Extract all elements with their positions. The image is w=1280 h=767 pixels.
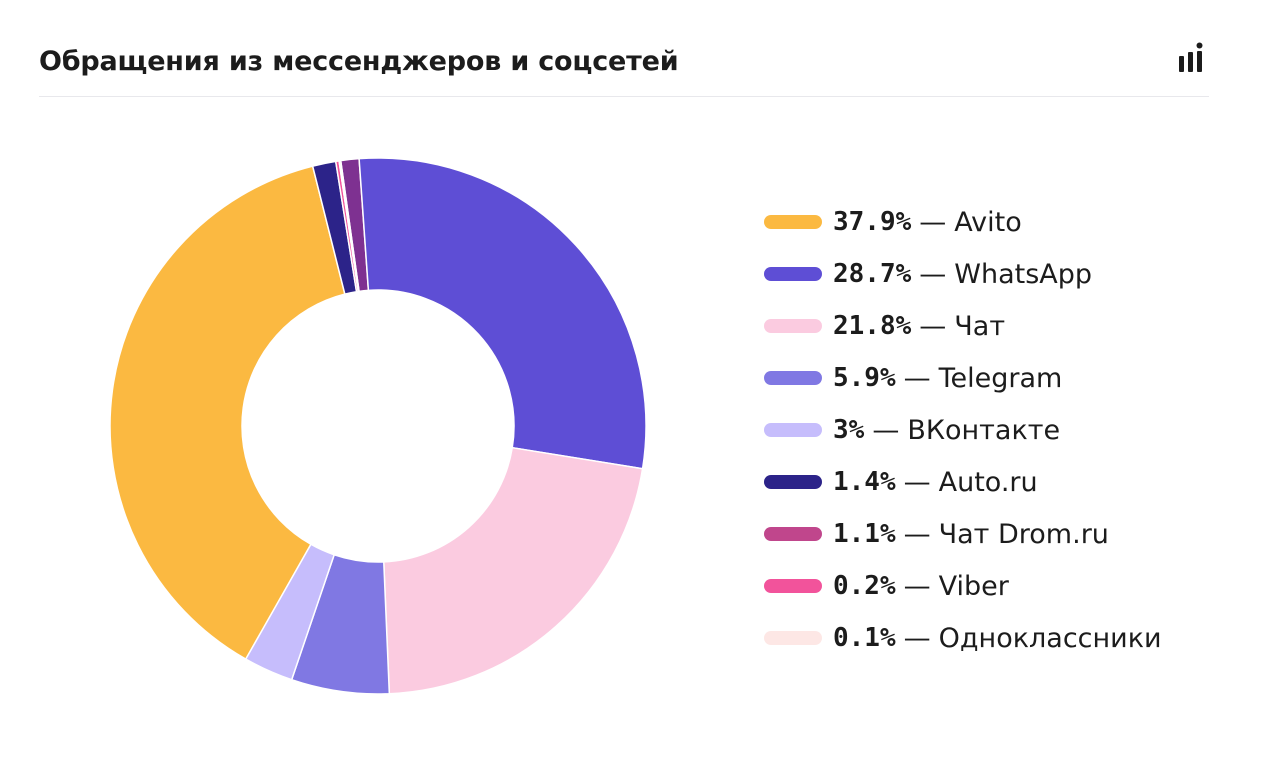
bar-chart-icon xyxy=(1179,42,1203,72)
legend-label: Avito xyxy=(954,206,1022,238)
legend-swatch xyxy=(764,371,822,385)
chart-title: Обращения из мессенджеров и соцсетей xyxy=(39,46,679,77)
legend-label: Одноклассники xyxy=(938,622,1162,654)
legend-percent: 37.9% xyxy=(833,207,912,237)
legend-label: Telegram xyxy=(938,362,1063,394)
legend-separator: — xyxy=(872,414,900,446)
legend-item[interactable]: 5.9% — Telegram xyxy=(764,352,1264,404)
legend-item[interactable]: 21.8% — Чат xyxy=(764,300,1264,352)
legend-item[interactable]: 0.2% — Viber xyxy=(764,560,1264,612)
donut-slice-8[interactable] xyxy=(338,159,360,293)
legend-percent: 28.7% xyxy=(833,259,912,289)
legend-swatch xyxy=(764,215,822,229)
chart-type-toggle-button[interactable] xyxy=(1177,42,1209,74)
legend-swatch xyxy=(764,267,822,281)
legend-percent: 0.2% xyxy=(833,571,896,601)
legend-percent: 21.8% xyxy=(833,311,912,341)
legend-percent: 5.9% xyxy=(833,363,896,393)
legend-separator: — xyxy=(919,206,947,238)
legend-percent: 1.1% xyxy=(833,519,896,549)
donut-chart xyxy=(109,157,647,695)
legend-label: Чат Drom.ru xyxy=(938,518,1109,550)
legend-swatch xyxy=(764,319,822,333)
chart-legend: 37.9% — Avito 28.7% — WhatsApp 21.8% — Чат 5.9% — T… xyxy=(764,196,1264,664)
legend-label: Auto.ru xyxy=(938,466,1038,498)
legend-item[interactable]: 1.4% — Auto.ru xyxy=(764,456,1264,508)
legend-separator: — xyxy=(903,570,931,602)
legend-item[interactable]: 1.1% — Чат Drom.ru xyxy=(764,508,1264,560)
legend-percent: 1.4% xyxy=(833,467,896,497)
donut-slice-2[interactable] xyxy=(382,446,644,695)
legend-separator: — xyxy=(919,258,947,290)
legend-label: Чат xyxy=(954,310,1006,342)
legend-swatch xyxy=(764,527,822,541)
legend-separator: — xyxy=(919,310,947,342)
legend-separator: — xyxy=(903,622,931,654)
legend-separator: — xyxy=(903,362,931,394)
legend-swatch xyxy=(764,423,822,437)
donut-slice-1[interactable] xyxy=(358,157,647,470)
legend-separator: — xyxy=(903,518,931,550)
legend-item[interactable]: 3% — ВКонтакте xyxy=(764,404,1264,456)
legend-separator: — xyxy=(903,466,931,498)
donut-slice-5[interactable] xyxy=(109,165,346,661)
legend-item[interactable]: 28.7% — WhatsApp xyxy=(764,248,1264,300)
legend-item[interactable]: 37.9% — Avito xyxy=(764,196,1264,248)
legend-swatch xyxy=(764,579,822,593)
legend-label: WhatsApp xyxy=(954,258,1093,290)
legend-swatch xyxy=(764,631,822,645)
legend-percent: 3% xyxy=(833,415,865,445)
legend-label: Viber xyxy=(938,570,1009,602)
legend-label: ВКонтакте xyxy=(907,414,1061,446)
chart-header: Обращения из мессенджеров и соцсетей xyxy=(39,36,1209,97)
legend-swatch xyxy=(764,475,822,489)
legend-percent: 0.1% xyxy=(833,623,896,653)
legend-item[interactable]: 0.1% — Одноклассники xyxy=(764,612,1264,664)
